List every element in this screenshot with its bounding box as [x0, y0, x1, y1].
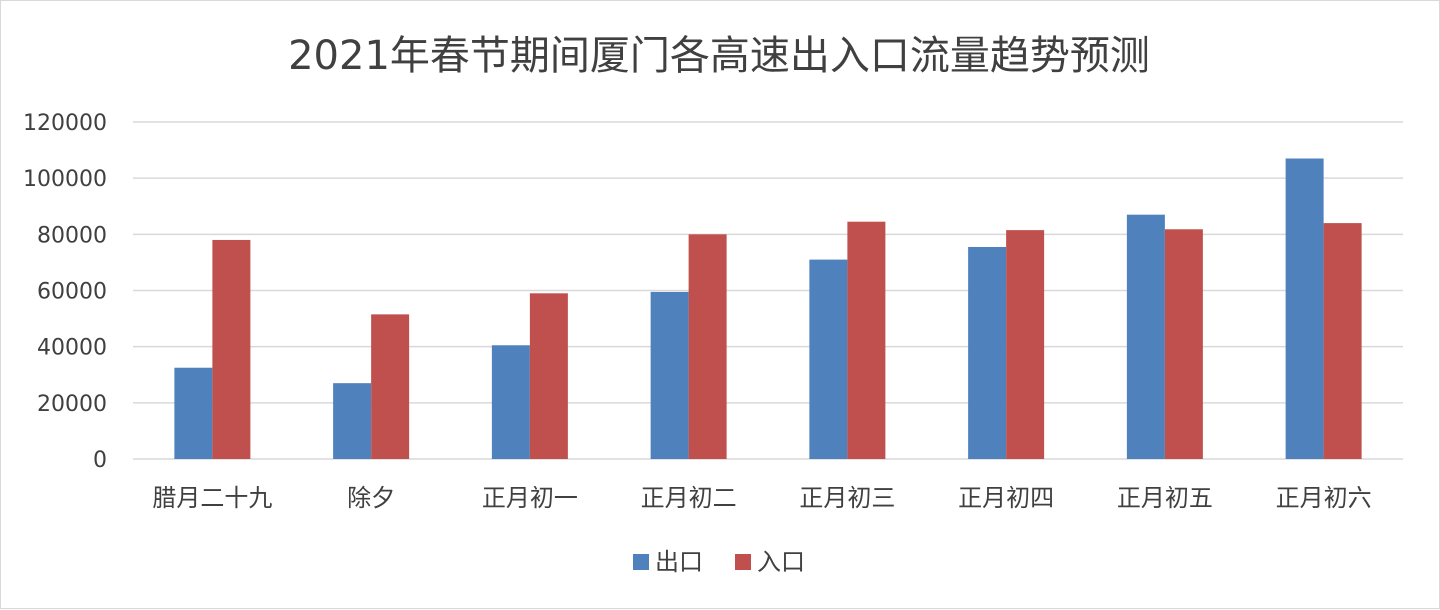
y-tick-label: 100000 — [23, 167, 107, 192]
y-tick-label: 20000 — [37, 392, 107, 417]
bar-out-3 — [650, 291, 689, 459]
x-category-label: 腊月二十九 — [152, 484, 272, 512]
legend-swatch — [633, 554, 649, 570]
x-category-label: 正月初一 — [482, 484, 578, 512]
x-axis-category-labels: 腊月二十九 除夕 正月初一 正月初二 正月初三 正月初四 正月初五 正月初六 — [152, 484, 1371, 512]
bars — [174, 158, 1362, 459]
y-tick-label: 80000 — [37, 223, 107, 248]
legend-label: 出口 — [655, 548, 703, 576]
bar-in-4 — [847, 221, 886, 459]
bar-in-1 — [371, 314, 410, 459]
bar-out-2 — [491, 345, 530, 459]
chart-title: 2021年春节期间厦门各高速出入口流量趋势预测 — [288, 33, 1150, 79]
y-axis-tick-labels: 0 20000 40000 60000 80000 100000 120000 — [23, 111, 107, 473]
x-category-label: 正月初五 — [1117, 484, 1213, 512]
y-tick-label: 120000 — [23, 111, 107, 136]
y-tick-label: 40000 — [37, 336, 107, 361]
bar-out-0 — [174, 367, 213, 459]
bar-in-6 — [1164, 229, 1203, 459]
x-category-label: 正月初四 — [958, 484, 1054, 512]
bar-in-2 — [529, 293, 568, 459]
legend-label: 入口 — [757, 548, 805, 576]
bar-in-7 — [1323, 223, 1362, 459]
x-category-label: 正月初二 — [641, 484, 737, 512]
y-tick-label: 0 — [93, 448, 107, 473]
bar-out-5 — [968, 246, 1007, 459]
y-tick-label: 60000 — [37, 280, 107, 305]
legend-swatch — [735, 554, 751, 570]
bar-in-3 — [688, 234, 727, 459]
x-category-label: 除夕 — [347, 484, 395, 512]
bar-out-4 — [809, 259, 848, 459]
bar-out-6 — [1126, 214, 1165, 459]
legend: 出口 入口 — [633, 548, 805, 576]
bar-in-5 — [1006, 230, 1045, 459]
x-category-label: 正月初三 — [799, 484, 895, 512]
gridlines — [133, 121, 1403, 460]
bar-in-0 — [212, 239, 251, 459]
bar-out-1 — [333, 383, 372, 459]
bar-out-7 — [1285, 158, 1324, 459]
x-category-label: 正月初六 — [1276, 484, 1372, 512]
